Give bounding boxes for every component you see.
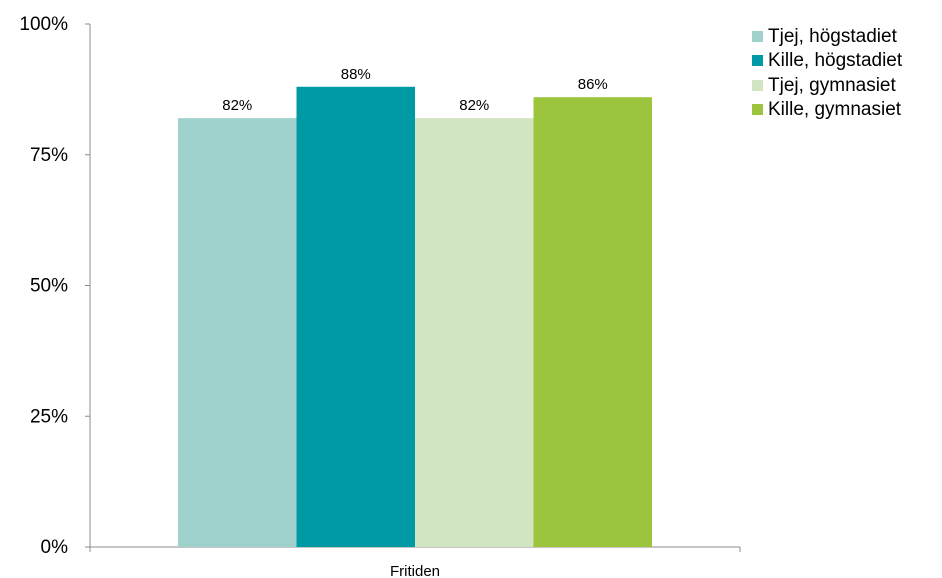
legend-label: Tjej, högstadiet — [768, 25, 897, 47]
bar — [296, 86, 415, 547]
y-tick-label: 100% — [19, 14, 68, 35]
bar-value-label: 86% — [578, 76, 608, 93]
bar-value-label: 88% — [341, 66, 371, 83]
bars — [178, 86, 652, 547]
legend-item: Kille, gymnasiet — [752, 98, 902, 123]
y-tick-label: 0% — [41, 537, 69, 558]
legend: Tjej, högstadiet Kille, högstadiet Tjej, g… — [752, 24, 902, 122]
legend-item: Tjej, gymnasiet — [752, 73, 902, 98]
bar-value-label: 82% — [459, 97, 489, 114]
legend-swatch — [752, 104, 763, 116]
legend-swatch — [752, 30, 763, 42]
y-tick-label: 50% — [30, 276, 68, 297]
bar — [415, 118, 534, 547]
legend-item: Kille, högstadiet — [752, 49, 902, 74]
x-category-label: Fritiden — [390, 563, 440, 578]
y-tick-label: 75% — [30, 145, 68, 166]
legend-label: Kille, gymnasiet — [768, 99, 902, 121]
bar — [533, 97, 652, 547]
y-tick-label: 25% — [30, 406, 68, 427]
legend-item: Tjej, högstadiet — [752, 24, 902, 49]
bar-value-label: 82% — [222, 97, 252, 114]
legend-label: Tjej, gymnasiet — [768, 74, 896, 96]
legend-swatch — [752, 79, 763, 91]
legend-swatch — [752, 55, 763, 67]
legend-label: Kille, högstadiet — [768, 50, 903, 72]
bar — [178, 118, 297, 547]
value-labels: 82% 88% 82% 86% — [222, 66, 608, 114]
